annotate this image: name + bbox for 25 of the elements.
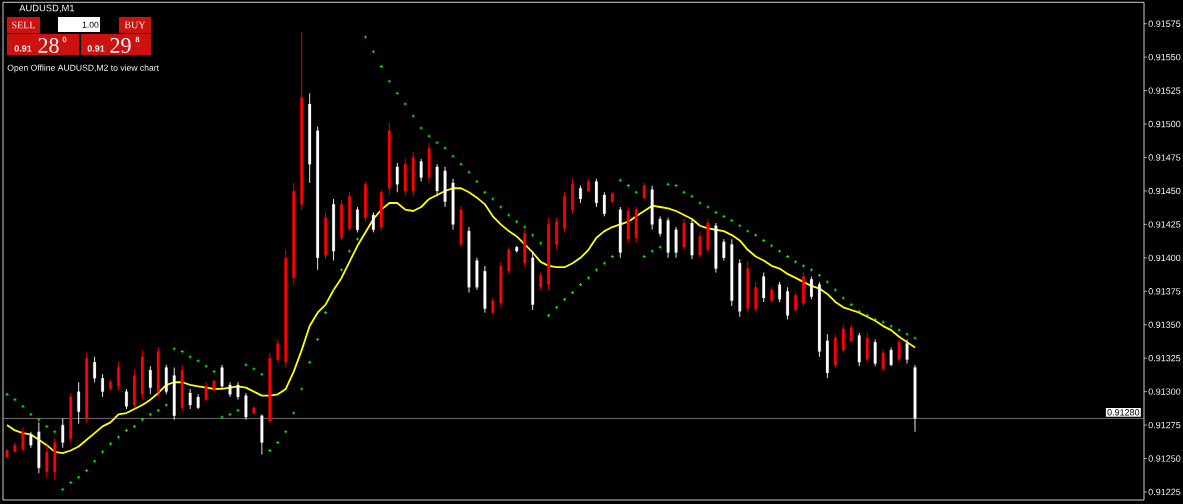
y-tick-label: 0.91250 (1148, 455, 1181, 462)
y-tick-label: 0.91400 (1148, 254, 1181, 262)
annotation: Open Offline AUDUSD,M2 to view chart (7, 64, 159, 73)
y-tick-label: 0.91425 (1148, 221, 1181, 228)
y-tick-label: 0.91350 (1148, 321, 1181, 328)
y-tick-label: 0.91275 (1148, 421, 1181, 429)
chart-title: AUDUSD,M1 (19, 4, 75, 13)
annotation: 28 (38, 38, 59, 53)
y-tick-label: 0.91575 (1148, 20, 1181, 27)
y-tick-label: 0.91525 (1148, 87, 1181, 94)
y-tick-label: 0.91375 (1148, 288, 1181, 295)
y-tick-label: 0.91475 (1148, 154, 1181, 161)
y-tick-label: 0.91550 (1148, 53, 1181, 61)
y-tick-label: 0.91325 (1148, 354, 1181, 362)
y-tick-label: 0.91225 (1148, 488, 1181, 496)
annotation: BUY (124, 21, 146, 29)
y-tick-label: 0.91500 (1148, 120, 1181, 128)
annotation: 0.91 (14, 45, 32, 52)
y-tick-label: 0.91300 (1148, 388, 1181, 395)
annotation: 29 (110, 38, 131, 53)
annotation: SELL (12, 21, 35, 29)
ref-line-label: 0.91280 (1107, 409, 1140, 416)
y-tick-label: 0.91450 (1148, 187, 1181, 195)
annotation: 1.00 (82, 21, 99, 28)
annotation: 0.91 (87, 45, 105, 52)
